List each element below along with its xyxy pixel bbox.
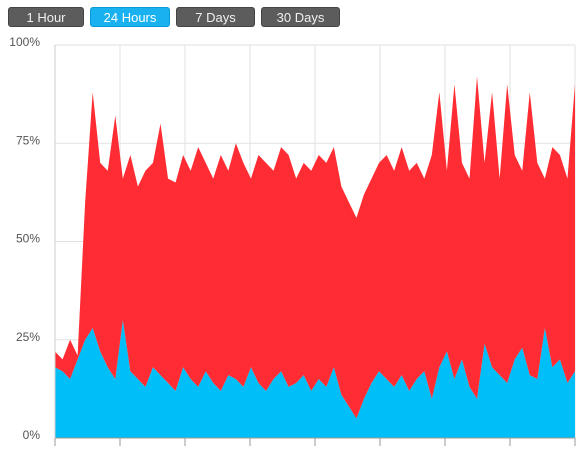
y-tick-label: 75% (16, 133, 40, 147)
y-tick-label: 50% (16, 232, 40, 246)
y-tick-label: 100% (9, 35, 40, 49)
y-tick-label: 25% (16, 330, 40, 344)
range-button[interactable]: 30 Days (261, 7, 340, 27)
range-button[interactable]: 7 Days (176, 7, 255, 27)
area (55, 76, 575, 419)
range-button[interactable]: 1 Hour (8, 7, 84, 27)
range-buttons: 1 Hour 24 Hours 7 Days 30 Days (8, 7, 340, 27)
range-button[interactable]: 24 Hours (90, 7, 170, 27)
y-tick-label: 0% (23, 428, 41, 442)
area (55, 320, 575, 438)
